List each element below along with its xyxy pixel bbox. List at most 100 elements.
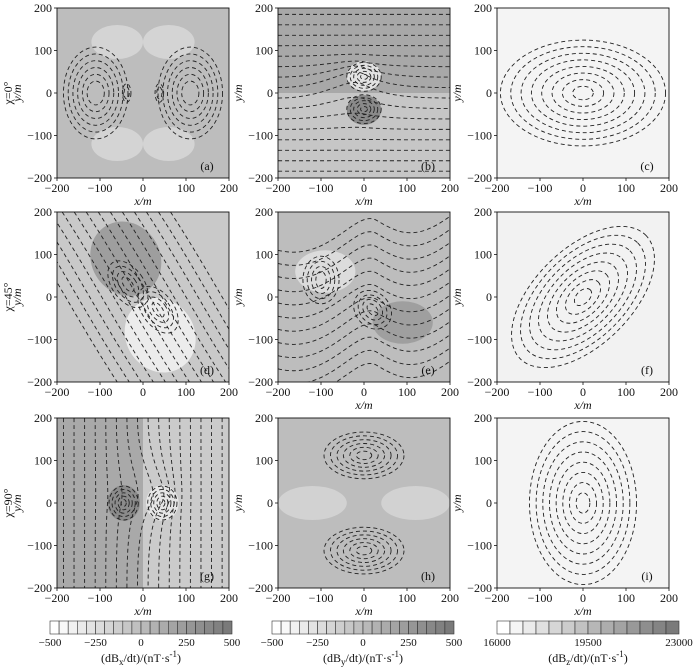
panel-b-light-region	[346, 61, 382, 91]
x-tick-label: −200	[45, 591, 70, 605]
panel-c-contour	[542, 66, 625, 119]
colorbar-bin	[426, 620, 437, 635]
panel-b-contour	[278, 72, 450, 88]
colorbar-bin	[222, 620, 233, 635]
y-tick-label: −200	[467, 375, 492, 389]
panel-g-contour	[157, 496, 168, 510]
colorbar-bin	[113, 620, 124, 635]
y-axis-label: y/m	[450, 84, 464, 103]
x-tick-label: −100	[528, 181, 553, 195]
y-tick-label: −100	[248, 333, 273, 347]
panel-a-contour	[155, 84, 164, 103]
panel-a: −200 −100 0 100 200 −200 −100 0 100 200 x/m y/m (a)	[10, 1, 238, 208]
panel-c-contour	[562, 80, 603, 107]
panel-d-contour	[38, 212, 141, 382]
contour-field	[497, 418, 669, 588]
x-axis-label: x/m	[354, 604, 373, 618]
colorbar-bin	[399, 620, 409, 635]
panel-g-contour	[154, 493, 171, 513]
panel-d: −200 −100 0 100 200 −200 −100 0 100 200 y/m (d)	[10, 205, 238, 399]
panel-d-contour	[130, 279, 187, 340]
y-tick-label: 0	[267, 290, 273, 304]
panel-a-light-region	[143, 24, 195, 59]
colorbar-bin	[496, 620, 511, 635]
x-tick-label: −100	[309, 181, 334, 195]
contour-field	[14, 212, 229, 382]
y-tick-label: −200	[27, 171, 52, 185]
x-tick-label: 100	[398, 385, 416, 399]
x-axis-label: x/m	[354, 194, 373, 208]
colorbar-tick-label: −250	[306, 637, 329, 649]
panel-e-contour	[352, 289, 393, 330]
x-tick-label: −100	[528, 591, 553, 605]
panel-g-contour	[112, 489, 135, 516]
colorbar-bin	[289, 620, 300, 635]
colorbar-bin	[67, 620, 78, 635]
panel-e-contour	[278, 229, 450, 265]
panel-d-contour	[14, 212, 117, 382]
contour-field	[57, 418, 229, 588]
colorbar-tick-label: −250	[84, 637, 107, 649]
row-label: χ=90°	[1, 488, 15, 518]
panel-a-contour	[87, 81, 104, 105]
x-tick-label: 0	[361, 181, 367, 195]
colorbar-bin	[149, 620, 160, 635]
panel-b-contour	[278, 66, 450, 77]
y-tick-label: 100	[474, 454, 492, 468]
x-tick-label: 100	[617, 591, 635, 605]
y-tick-label: 200	[34, 411, 52, 425]
y-tick-label: 100	[255, 44, 273, 58]
colorbar-label: (dBy/dt)/(nT·s-1)	[323, 649, 403, 667]
panel-d-contour	[74, 212, 177, 382]
y-tick-label: 200	[34, 1, 52, 15]
panel-g-dark-region	[107, 485, 140, 521]
panel-a-contour	[177, 74, 204, 111]
panel-h: −200 −100 0 100 200 −200 −100 0 100 200 x/m y/m (h)	[231, 411, 459, 618]
panel-i-contour	[569, 483, 596, 524]
x-tick-label: −100	[88, 181, 113, 195]
y-tick-label: 0	[486, 86, 492, 100]
panel-g-contour	[127, 418, 138, 588]
x-axis-label: x/m	[133, 604, 152, 618]
colorbar-bin	[317, 620, 327, 635]
x-tick-label: 0	[580, 591, 586, 605]
y-tick-label: −100	[27, 539, 52, 553]
panel-a-contour	[182, 81, 199, 105]
panel-i-background	[497, 418, 669, 588]
panel-f-contour	[547, 261, 619, 333]
panel-a-contour	[63, 47, 128, 139]
x-tick-label: −100	[309, 591, 334, 605]
x-tick-label: −200	[45, 181, 70, 195]
panel-h-contour	[330, 531, 397, 570]
panel-e-contour	[307, 261, 335, 298]
y-tick-label: −100	[248, 539, 273, 553]
panel-c: −200 −100 0 100 200 −200 −100 0 100 200 x/m y/m (c)	[450, 1, 678, 208]
colorbar-bin	[574, 620, 589, 635]
colorbar-bin	[626, 620, 641, 635]
panel-f-contour	[571, 285, 595, 308]
panel-a-contour	[168, 61, 214, 126]
x-tick-label: 0	[580, 385, 586, 399]
colorbar-bin	[371, 620, 382, 635]
x-axis-label: x/m	[573, 194, 592, 208]
x-tick-label: −100	[88, 591, 113, 605]
y-tick-label: −100	[27, 129, 52, 143]
panel-a-contour	[122, 84, 131, 103]
colorbar-bin	[417, 620, 428, 635]
contour-field	[278, 212, 450, 382]
y-tick-label: 100	[255, 454, 273, 468]
panel-e-contour	[278, 335, 450, 371]
panel-c-contour	[511, 47, 655, 140]
panel-g-contour	[190, 418, 191, 588]
panel-a-light-region	[91, 24, 143, 59]
panel-label: (f)	[641, 363, 653, 377]
y-tick-label: 200	[255, 205, 273, 219]
x-tick-label: −100	[309, 385, 334, 399]
panel-i-contour	[543, 442, 623, 564]
colorbar-bin	[380, 620, 391, 635]
colorbar-label: (dBx/dt)/(nT·s-1)	[101, 649, 181, 667]
y-tick-label: −200	[467, 171, 492, 185]
x-tick-label: −200	[485, 591, 510, 605]
panel-e-contour	[278, 256, 450, 292]
x-tick-label: 200	[441, 591, 459, 605]
